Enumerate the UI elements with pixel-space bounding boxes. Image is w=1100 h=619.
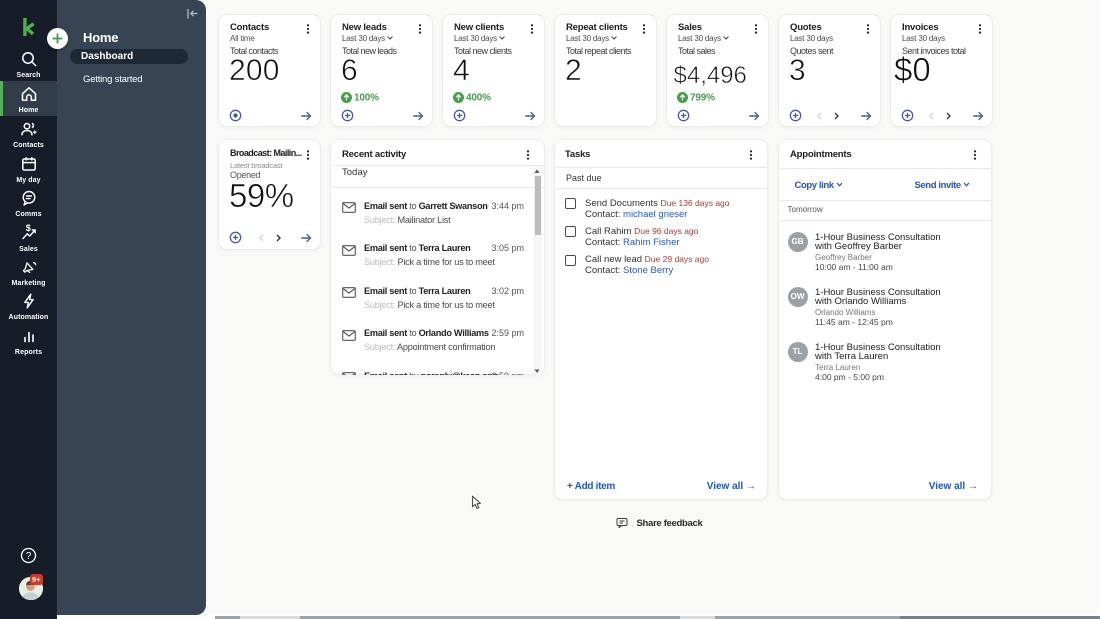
svg-text:$: $ (25, 223, 30, 233)
svg-text:?: ? (26, 551, 32, 562)
